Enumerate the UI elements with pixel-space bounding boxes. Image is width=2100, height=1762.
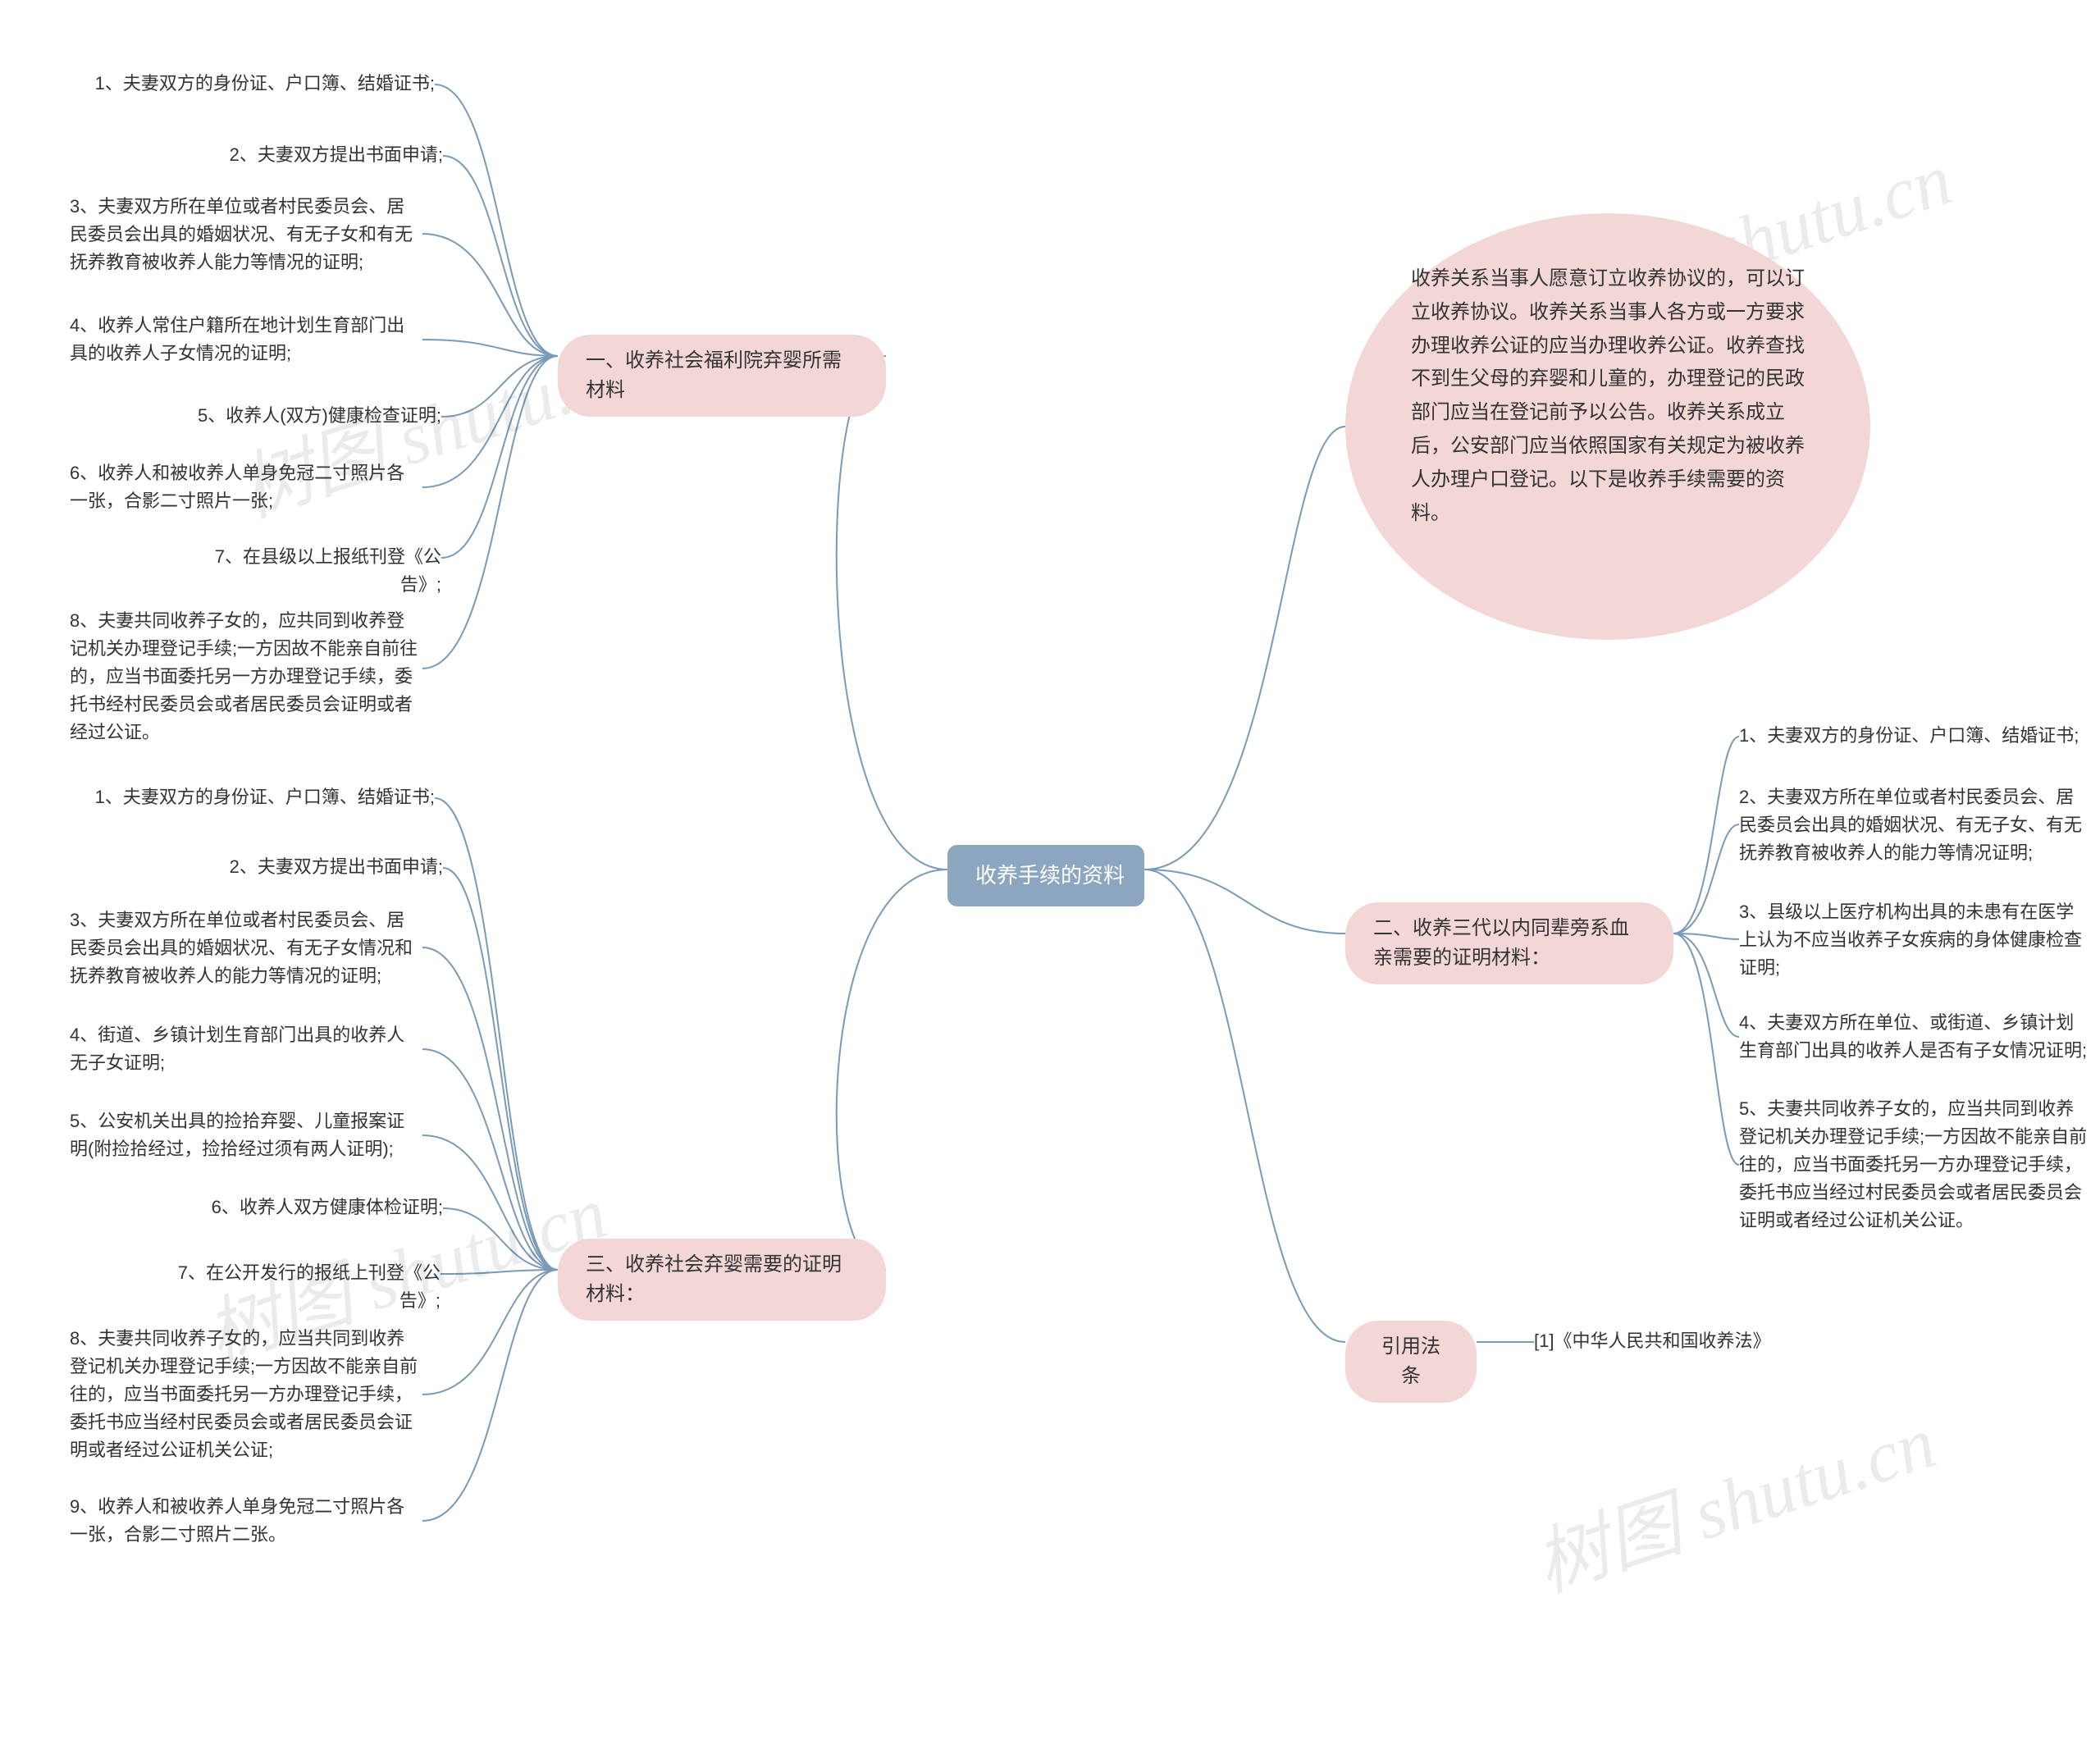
leaf-node: 5、收养人(双方)健康检查证明;	[187, 402, 441, 430]
branch-node-3[interactable]: 三、收养社会弃婴需要的证明材料：	[558, 1239, 886, 1321]
edge	[1144, 427, 1345, 870]
leaf-node: [1]《中华人民共和国收养法》	[1534, 1327, 1796, 1355]
edge	[443, 156, 558, 356]
leaf-node: 7、在公开发行的报纸上刊登《公告》;	[145, 1259, 441, 1315]
edge	[1673, 933, 1739, 1037]
edge	[422, 1270, 558, 1395]
edge	[422, 340, 558, 356]
leaf-node: 8、夫妻共同收养子女的，应共同到收养登记机关办理登记手续;一方因故不能亲自前往的…	[70, 607, 422, 746]
edge	[1144, 870, 1345, 933]
edge	[1673, 824, 1739, 933]
edge	[443, 868, 558, 1270]
edge	[443, 1208, 558, 1270]
leaf-node: 6、收养人和被收养人单身免冠二寸照片各一张，合影二寸照片一张;	[70, 459, 422, 515]
leaf-node: 6、收养人双方健康体检证明;	[197, 1194, 443, 1221]
edge	[422, 1049, 558, 1270]
leaf-node: 2、夫妻双方所在单位或者村民委员会、居民委员会出具的婚姻状况、有无子女、有无抚养…	[1739, 783, 2092, 867]
leaf-node: 2、夫妻双方提出书面申请;	[213, 853, 443, 881]
leaf-node: 1、夫妻双方的身份证、户口簿、结婚证书;	[1739, 722, 2092, 750]
edge	[1673, 933, 1739, 1165]
leaf-node: 4、收养人常住户籍所在地计划生育部门出具的收养人子女情况的证明;	[70, 312, 422, 367]
edge	[422, 1270, 558, 1521]
edge	[422, 356, 558, 487]
intro-blob: 收养关系当事人愿意订立收养协议的，可以订立收养协议。收养关系当事人各方或一方要求…	[1345, 213, 1870, 640]
mindmap-canvas: 树图 shutu.cn 树图 shutu.cn 树图 shutu.cn 树图 s…	[0, 0, 2100, 1762]
leaf-node: 5、公安机关出具的捡拾弃婴、儿童报案证明(附捡拾经过，捡拾经过须有两人证明);	[70, 1107, 422, 1163]
leaf-node: 4、街道、乡镇计划生育部门出具的收养人无子女证明;	[70, 1021, 422, 1077]
leaf-node: 1、夫妻双方的身份证、户口簿、结婚证书;	[82, 783, 435, 811]
edge	[435, 798, 558, 1270]
leaf-node: 8、夫妻共同收养子女的，应当共同到收养登记机关办理登记手续;一方因故不能亲自前往…	[70, 1325, 422, 1464]
edge	[837, 870, 947, 1270]
edge	[1673, 933, 1739, 939]
edge	[435, 84, 558, 356]
branch-node-4[interactable]: 引用法条	[1345, 1321, 1477, 1403]
edge	[1673, 737, 1739, 933]
leaf-node: 5、夫妻共同收养子女的，应当共同到收养登记机关办理登记手续;一方因故不能亲自前往…	[1739, 1095, 2092, 1235]
edge	[441, 356, 558, 558]
leaf-node: 3、县级以上医疗机构出具的未患有在医学上认为不应当收养子女疾病的身体健康检查证明…	[1739, 898, 2092, 982]
edge	[441, 356, 558, 417]
edge	[837, 356, 947, 870]
leaf-node: 7、在县级以上报纸刊登《公告》;	[179, 543, 441, 599]
edge	[441, 1270, 558, 1274]
edge	[422, 234, 558, 356]
watermark: 树图 shutu.cn	[1519, 1382, 1946, 1612]
branch-node-1[interactable]: 一、收养社会福利院弃婴所需材料	[558, 335, 886, 417]
branch-node-2[interactable]: 二、收养三代以内同辈旁系血亲需要的证明材料：	[1345, 902, 1673, 984]
root-node[interactable]: 收养手续的资料	[947, 845, 1144, 906]
leaf-node: 9、收养人和被收养人单身免冠二寸照片各一张，合影二寸照片二张。	[70, 1493, 422, 1549]
leaf-node: 3、夫妻双方所在单位或者村民委员会、居民委员会出具的婚姻状况、有无子女和有无抚养…	[70, 193, 422, 276]
leaf-node: 3、夫妻双方所在单位或者村民委员会、居民委员会出具的婚姻状况、有无子女情况和抚养…	[70, 906, 422, 990]
leaf-node: 2、夫妻双方提出书面申请;	[213, 141, 443, 169]
leaf-node: 1、夫妻双方的身份证、户口簿、结婚证书;	[82, 70, 435, 98]
edge	[1144, 870, 1345, 1342]
leaf-node: 4、夫妻双方所在单位、或街道、乡镇计划生育部门出具的收养人是否有子女情况证明;	[1739, 1009, 2092, 1065]
edge	[422, 356, 558, 669]
